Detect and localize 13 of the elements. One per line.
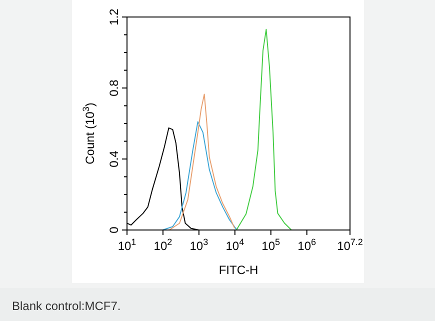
y-tick-label: 0.8 bbox=[107, 79, 121, 96]
x-tick-label: 10$^{1}$ bbox=[118, 237, 136, 253]
x-tick-label: 10$^{5}$ bbox=[262, 237, 280, 253]
y-tick-label: 0 bbox=[107, 226, 121, 234]
x-axis-title: FITC-H bbox=[218, 263, 258, 277]
y-tick-label: 1.2 bbox=[107, 8, 121, 26]
x-tick-label: 10$^{3}$ bbox=[190, 237, 208, 253]
y-tick-label: 0.4 bbox=[107, 150, 121, 168]
text: Blank control:MCF7. bbox=[12, 299, 121, 313]
x-tick-label: 10$^{2}$ bbox=[154, 237, 172, 253]
x-tick-label: 10$^{4}$ bbox=[226, 237, 244, 253]
x-tick-label: 10$^{6}$ bbox=[298, 237, 316, 253]
x-tick-label: 10$^{7.2}$ bbox=[337, 237, 363, 253]
